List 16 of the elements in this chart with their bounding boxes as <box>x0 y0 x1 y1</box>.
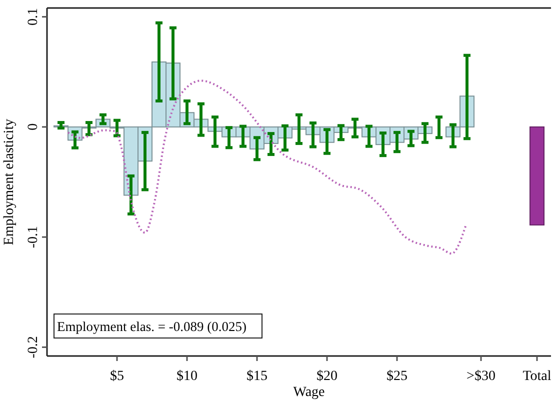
x-tick-label: >$30 <box>466 369 496 384</box>
line-series <box>67 80 467 255</box>
x-tick-label: $5 <box>110 369 124 384</box>
y-tick-label: -0.2 <box>26 336 41 358</box>
y-tick-label: -0.1 <box>26 226 41 248</box>
x-tick-label: $15 <box>246 369 268 384</box>
y-tick-label: 0 <box>26 123 41 130</box>
bar <box>530 126 544 226</box>
x-axis-title: Wage <box>293 385 325 400</box>
annotation: Employment elas. = -0.089 (0.025) <box>57 319 246 334</box>
y-tick-label: 0.1 <box>26 8 41 26</box>
x-tick-label: $20 <box>316 369 338 384</box>
y-axis-title: Employment elasticity <box>2 118 17 246</box>
x-tick-label: Total <box>522 369 552 384</box>
x-tick-label: $25 <box>386 369 408 384</box>
x-tick-label: $10 <box>176 369 198 384</box>
